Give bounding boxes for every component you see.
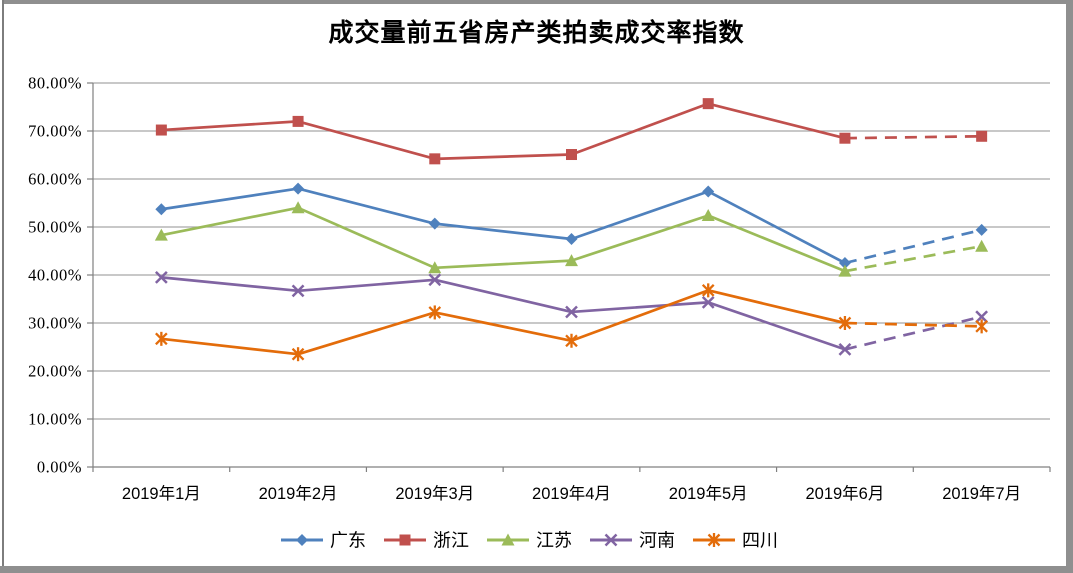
series-1-marker-6 [976, 130, 988, 142]
series-1-marker-1 [292, 115, 304, 127]
series-2-marker-5 [838, 264, 852, 277]
chart-border-bottom [0, 566, 1073, 573]
chart-border-top [2, 0, 1072, 4]
legend-label: 广东 [330, 531, 366, 551]
series-0-marker-4 [702, 185, 715, 198]
y-tick-label: 10.00% [28, 410, 82, 429]
x-tick-label: 2019年5月 [669, 484, 748, 503]
series-2-marker-6 [975, 239, 989, 252]
x-tick-label: 2019年1月 [122, 484, 201, 503]
y-tick-label: 70.00% [28, 122, 82, 141]
chart-title: 成交量前五省房产类拍卖成交率指数 [328, 20, 745, 47]
series-2-marker-3 [565, 254, 578, 267]
series-0-line-dashed [844, 228, 982, 265]
legend-item-广东: 广东 [281, 531, 366, 551]
series-0-marker-3 [565, 233, 578, 245]
y-tick-label: 0.00% [37, 458, 82, 477]
y-tick-label: 30.00% [28, 314, 82, 333]
y-tick-label: 50.00% [28, 218, 82, 237]
x-tick-label: 2019年6月 [805, 484, 884, 503]
series-1-marker-2 [429, 153, 441, 165]
series-1-line-solid [161, 102, 846, 161]
series-2-marker-1 [291, 201, 305, 214]
series-0-marker-2 [428, 217, 441, 230]
series-浙江 [155, 98, 988, 165]
chart-border-left [2, 0, 4, 573]
y-tick-label: 60.00% [28, 170, 82, 189]
series-3-line-dashed [844, 315, 982, 351]
series-1-line-dashed [844, 134, 982, 140]
series-3-line-solid [161, 276, 846, 351]
series-0-marker-1 [292, 182, 305, 195]
legend-1-marker [399, 534, 411, 546]
legend-label: 河南 [639, 531, 675, 551]
series-江苏 [154, 201, 989, 277]
series-3-marker-2 [428, 273, 442, 287]
x-tick-label: 2019年2月 [259, 484, 338, 503]
series-3-marker-6 [975, 310, 989, 324]
series-0-marker-5 [838, 257, 851, 269]
x-tick-label: 2019年7月 [942, 484, 1021, 503]
series-2-line-solid [161, 206, 846, 273]
legend: 广东 浙江 江苏 河南 四川 [281, 531, 778, 551]
series-1-marker-3 [566, 149, 577, 161]
series-4-line-solid [161, 289, 846, 356]
series-1-marker-0 [155, 124, 167, 136]
series-4-line-dashed [844, 321, 982, 328]
y-tick-label: 80.00% [28, 74, 82, 93]
series-3-marker-3 [565, 305, 578, 319]
legend-label: 浙江 [433, 531, 469, 551]
x-tick-label: 2019年3月 [395, 484, 474, 503]
series-2-line-dashed [844, 244, 982, 273]
series-0-marker-0 [155, 203, 168, 216]
series-0-marker-6 [975, 223, 988, 236]
y-tick-label: 40.00% [28, 266, 82, 285]
series-2-marker-2 [428, 261, 442, 274]
series-2-marker-4 [701, 208, 715, 221]
legend-3-marker [604, 533, 618, 547]
series-1-marker-5 [839, 132, 851, 144]
series-0-line-solid [161, 187, 846, 265]
y-tick-label: 20.00% [28, 362, 82, 381]
series-河南 [154, 271, 989, 356]
series-3-marker-5 [838, 343, 852, 356]
series-2-marker-0 [154, 228, 168, 241]
series-1-marker-4 [702, 98, 714, 110]
series-3-marker-1 [291, 284, 305, 298]
legend-0-marker [296, 534, 308, 546]
series-广东 [155, 182, 988, 269]
legend-item-浙江: 浙江 [384, 531, 469, 551]
legend-label: 江苏 [536, 531, 572, 551]
legend-item-江苏: 江苏 [487, 531, 572, 551]
x-tick-label: 2019年4月 [532, 484, 611, 503]
series-3-marker-4 [701, 295, 715, 309]
legend-label: 四川 [742, 531, 778, 551]
legend-item-四川: 四川 [693, 531, 778, 551]
series-四川 [155, 283, 988, 362]
series-3-marker-0 [154, 271, 168, 284]
legend-item-河南: 河南 [590, 531, 675, 551]
legend-2-marker [501, 533, 515, 546]
chart-border-right [1066, 0, 1073, 573]
